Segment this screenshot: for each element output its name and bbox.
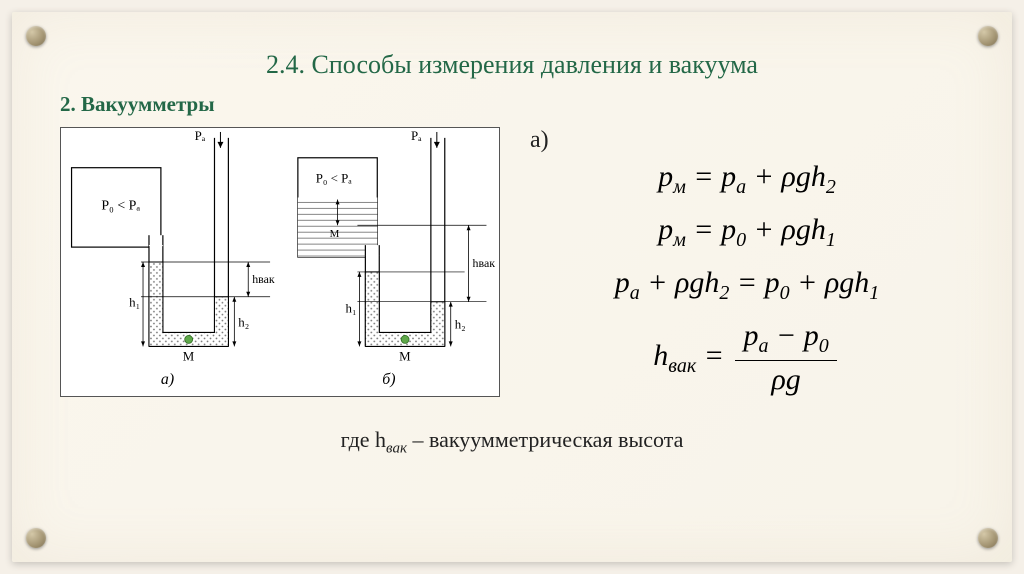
- hvac-label-b: hвак: [473, 256, 496, 270]
- pa-label-b: Pₐ: [411, 129, 422, 143]
- section-subtitle: 2. Вакуумметры: [60, 92, 964, 117]
- h1-label-b: h₁: [346, 302, 357, 316]
- m-label: М: [183, 349, 195, 363]
- rivet-icon: [978, 26, 998, 46]
- equation-4: hвак = pа − p0 ρg: [530, 319, 964, 397]
- p0-condition-text-b: P₀ < Pₐ: [316, 172, 353, 186]
- rivet-icon: [978, 528, 998, 548]
- footnote: где hвак – вакуумметрическая высота: [60, 427, 964, 457]
- panel-a-label: а): [161, 371, 174, 388]
- equation-3: pа + ρgh2 = p0 + ρgh1: [530, 266, 964, 305]
- pa-label: Pₐ: [195, 129, 206, 143]
- rivet-icon: [26, 528, 46, 548]
- equations-column: а) pм = pа + ρgh2 pм = p0 + ρgh1 pа + ρg…: [530, 127, 964, 411]
- h1-label: h₁: [129, 296, 140, 310]
- hvac-label: hвак: [252, 272, 275, 286]
- h2-label: h₂: [238, 316, 249, 330]
- h2-label-b: h₂: [455, 318, 466, 332]
- figure-container: P₀ < Pₐ: [60, 127, 500, 397]
- rivet-icon: [26, 26, 46, 46]
- point-m-icon: [185, 335, 193, 343]
- slide-content: 2.4. Способы измерения давления и вакуум…: [60, 50, 964, 534]
- vacuum-gauge-diagram: P₀ < Pₐ: [61, 128, 499, 396]
- equation-2: pм = p0 + ρgh1: [530, 213, 964, 252]
- panel-b-label: б): [382, 371, 395, 388]
- m-label-b: М: [399, 349, 411, 363]
- point-m-icon-b: [401, 335, 409, 343]
- main-row: P₀ < Pₐ: [60, 127, 964, 411]
- variant-label: а): [530, 127, 964, 154]
- p0-condition-text: P₀ < Pₐ: [101, 198, 140, 213]
- page-title: 2.4. Способы измерения давления и вакуум…: [60, 50, 964, 80]
- equation-1: pм = pа + ρgh2: [530, 160, 964, 199]
- m-small-label: М: [330, 228, 340, 240]
